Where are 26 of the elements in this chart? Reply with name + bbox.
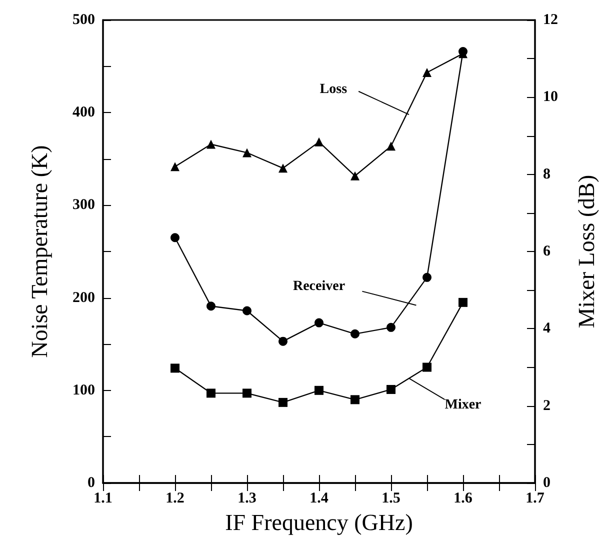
y2-tick-label: 6: [543, 244, 551, 260]
y-tick-label: 500: [72, 12, 95, 28]
y-axis-title: Noise Temperature (K): [27, 145, 52, 358]
y-tick-label: 400: [72, 104, 95, 121]
text: Receiver: [292, 279, 346, 294]
y2-tick-label: 4: [543, 320, 551, 337]
y-tick-label: 0: [88, 475, 95, 491]
x-tick-label: 1.7: [526, 490, 545, 506]
text: Loss: [320, 82, 348, 97]
y2-axis-title: Mixer Loss (dB): [574, 174, 599, 328]
y2-tick-label: 12: [543, 12, 558, 28]
x-tick-label: 1.6: [454, 490, 473, 506]
y2-tick-label: 10: [543, 89, 558, 106]
y-tick-label: 200: [72, 290, 95, 306]
x-axis-title: IF Frequency (GHz): [225, 510, 413, 535]
y-tick-label: 300: [72, 197, 95, 214]
x-tick-label: 1.3: [238, 490, 256, 506]
x-tick-label: 1.5: [382, 490, 400, 506]
y2-tick-label: 8: [543, 166, 550, 182]
y-tick-label: 100: [72, 382, 95, 398]
x-tick-label: 1.4: [310, 490, 329, 506]
y2-tick-label: 0: [543, 475, 550, 491]
y2-tick-label: 2: [543, 398, 550, 414]
x-tick-label: 1.1: [94, 490, 112, 506]
x-tick-label: 1.2: [166, 490, 184, 506]
text: Mixer: [444, 398, 482, 413]
